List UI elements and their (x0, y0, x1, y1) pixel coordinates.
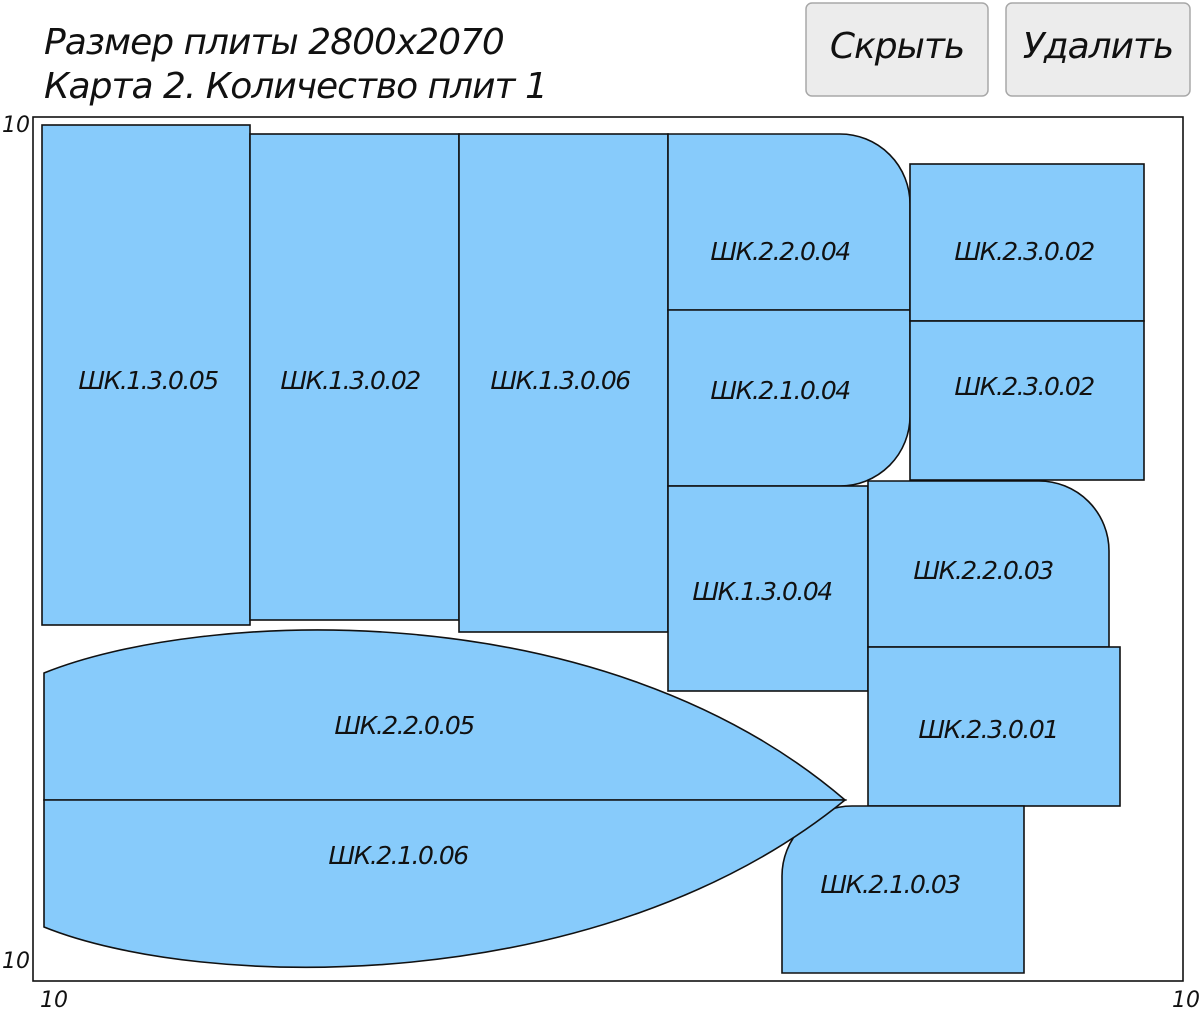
part-label: ШК.2.1.0.06 (328, 841, 468, 870)
button-label[interactable]: Удалить (1023, 26, 1174, 67)
part-shape (458, 133, 669, 633)
part-label: ШК.2.3.0.02 (954, 237, 1094, 266)
part: ШК.2.1.0.03 (781, 805, 1025, 974)
header-line: Размер плиты 2800x2070 (44, 22, 504, 63)
margin-label: 10 (1172, 988, 1200, 1013)
part-shape (667, 133, 911, 311)
header-line: Карта 2. Количество плит 1 (44, 66, 547, 107)
part-label: ШК.2.1.0.03 (820, 870, 960, 899)
margin-label: 10 (40, 988, 68, 1013)
part: ШК.2.2.0.05 (43, 629, 848, 801)
part: ШК.2.1.0.06 (43, 799, 848, 968)
part: ШК.2.1.0.04 (667, 309, 911, 487)
part: ШК.1.3.0.02 (249, 133, 460, 621)
button[interactable]: Удалить (1005, 2, 1191, 97)
part-label: ШК.1.3.0.05 (78, 366, 218, 395)
part: ШК.1.3.0.05 (41, 124, 251, 626)
part: ШК.1.3.0.06 (458, 133, 669, 633)
part-shape (909, 320, 1145, 481)
part: ШК.2.3.0.02 (909, 320, 1145, 481)
part-label: ШК.1.3.0.02 (280, 366, 420, 395)
button-bg[interactable] (805, 2, 989, 97)
part-shape (867, 646, 1121, 807)
margin-label: 10 (2, 949, 30, 974)
part-label: ШК.1.3.0.06 (490, 366, 630, 395)
button[interactable]: Скрыть (805, 2, 989, 97)
part-shape (667, 485, 869, 692)
part: ШК.2.2.0.03 (867, 480, 1110, 648)
part: ШК.2.3.0.01 (867, 646, 1121, 807)
part: ШК.2.2.0.04 (667, 133, 911, 311)
part-shape (43, 799, 848, 968)
button-bg[interactable] (1005, 2, 1191, 97)
part-shape (249, 133, 460, 621)
part: ШК.1.3.0.04 (667, 485, 869, 692)
part: ШК.2.3.0.02 (909, 163, 1145, 322)
part-label: ШК.1.3.0.04 (692, 577, 832, 606)
button-label[interactable]: Скрыть (830, 26, 965, 67)
part-label: ШК.2.2.0.03 (913, 556, 1053, 585)
part-label: ШК.2.2.0.04 (710, 237, 850, 266)
part-label: ШК.2.3.0.01 (918, 715, 1057, 744)
part-label: ШК.2.2.0.05 (334, 711, 474, 740)
part-shape (43, 629, 848, 801)
part-label: ШК.2.1.0.04 (710, 376, 850, 405)
part-shape (867, 480, 1110, 648)
part-label: ШК.2.3.0.02 (954, 372, 1094, 401)
margin-label: 10 (2, 113, 30, 138)
